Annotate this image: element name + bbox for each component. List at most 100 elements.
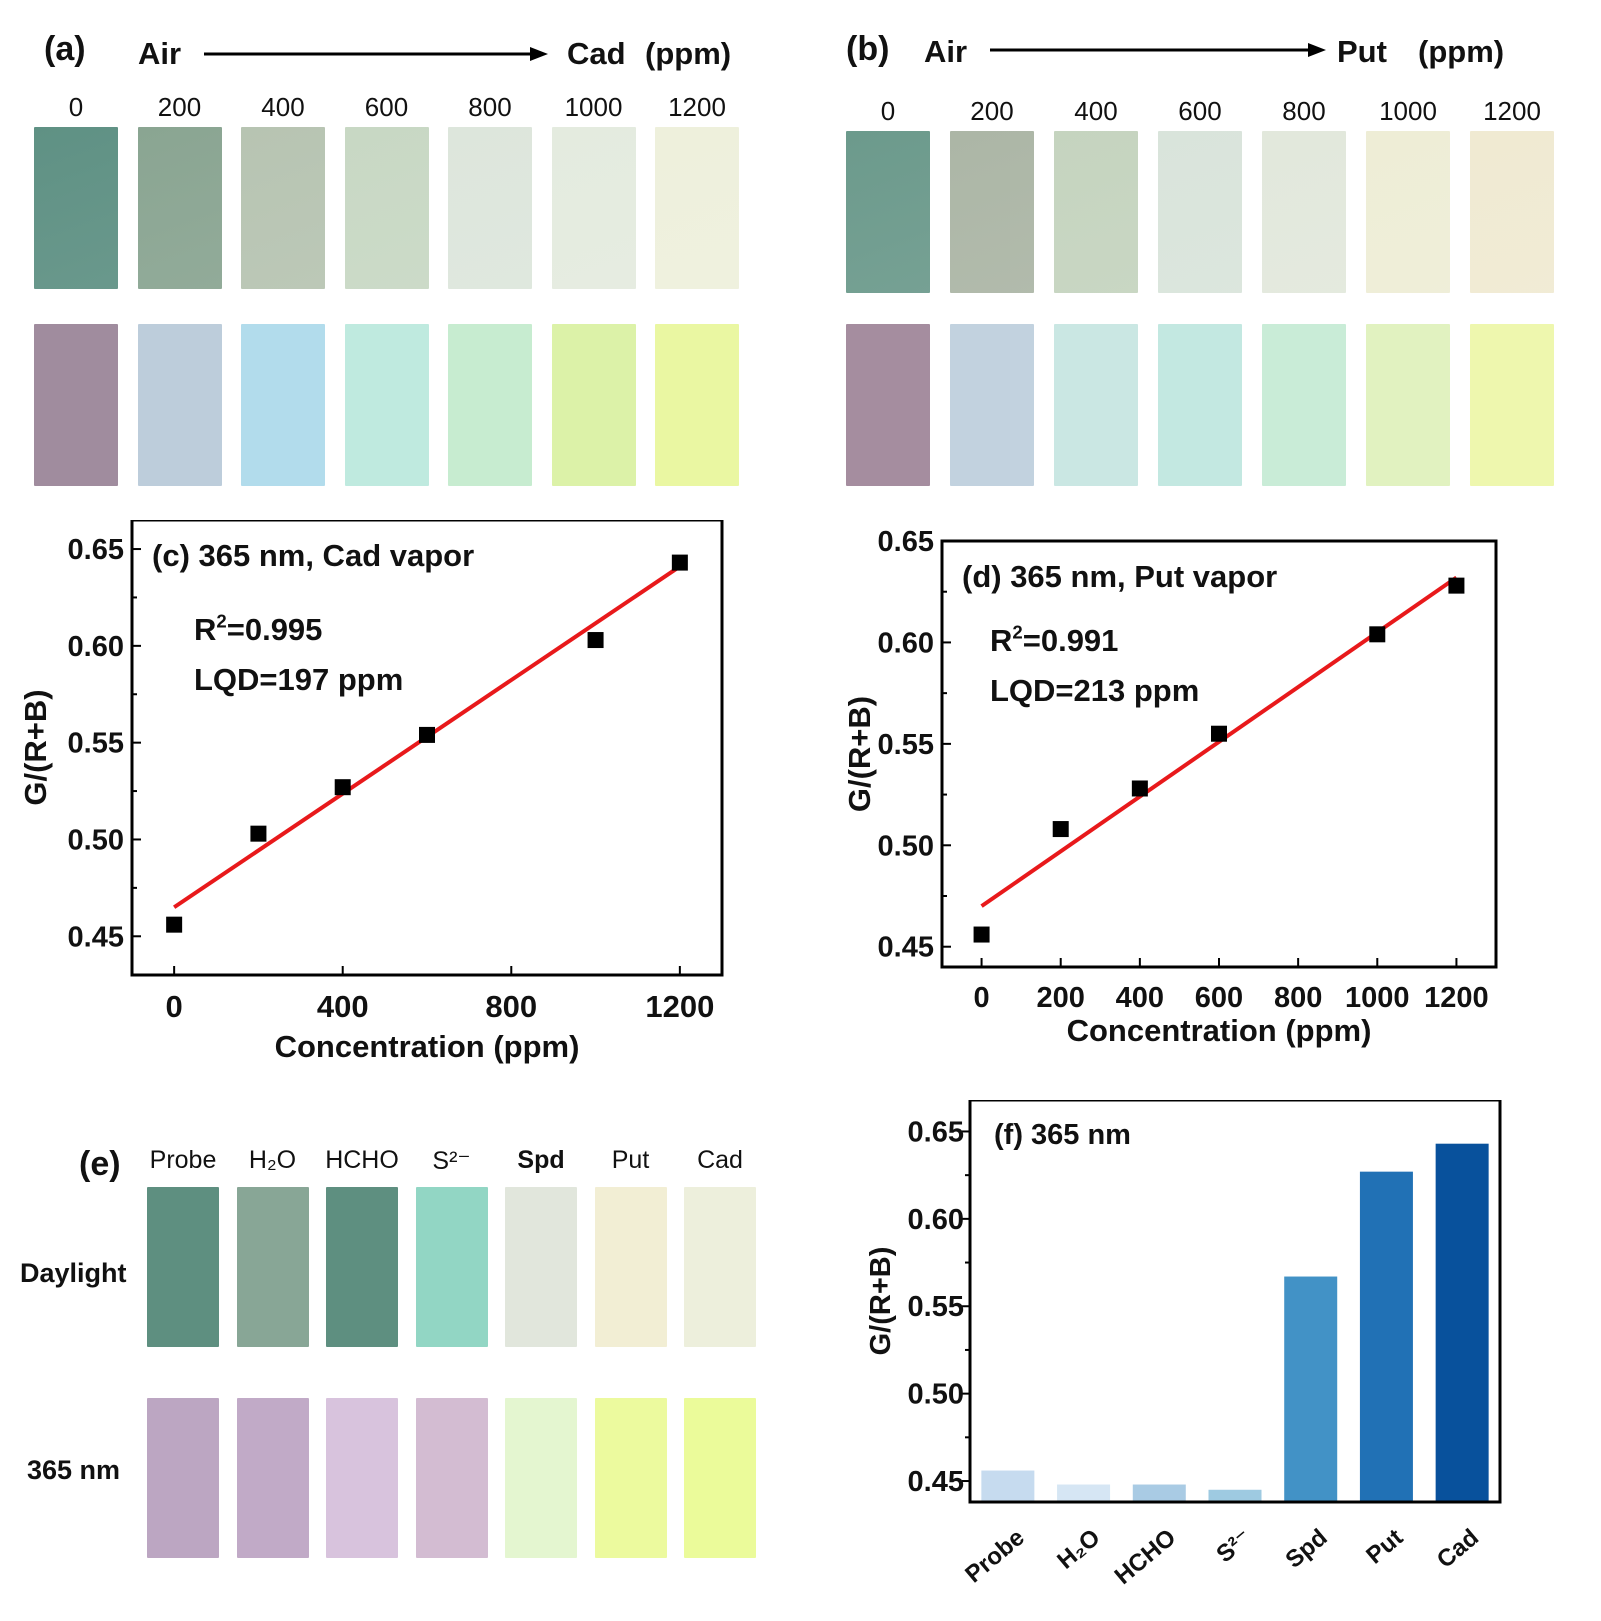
lqd-label: LQD=197 ppm [194,662,403,697]
uv-strip [950,324,1034,486]
uv-strip [147,1398,219,1558]
daylight-strip [684,1187,756,1347]
chart-title: (c) 365 nm, Cad vapor [152,538,474,573]
concentration-label: 1000 [1379,96,1437,126]
uv-strip [655,324,739,486]
panel-a-to-label: Cad [567,36,626,71]
data-point [250,825,267,842]
data-point [1448,577,1465,594]
y-tick-label: 0.65 [68,534,124,566]
concentration-label: 1200 [1483,96,1541,126]
y-axis-label: G/(R+B) [865,1247,897,1356]
daylight-strip [505,1187,577,1347]
daylight-strip [950,131,1034,293]
x-tick-label: HCHO [1110,1524,1181,1590]
y-tick-label: 0.45 [68,921,124,953]
sample-label: Spd [517,1146,565,1174]
panel-a-from-label: Air [138,36,182,71]
chart-f: Probe H₂O HCHO S²⁻ Spd Put Cad 0.45 0.50 0.55 0.60… [865,1100,1502,1590]
uv-strip [448,324,532,486]
x-tick-label: 400 [1116,982,1164,1014]
concentration-label: 800 [1282,96,1326,126]
data-point [587,632,604,649]
y-tick-label: 0.50 [68,824,124,856]
uv-strip [1158,324,1242,486]
panel-a-letter: (a) [44,30,86,68]
x-tick-label: 800 [1274,982,1322,1014]
uv-strip [551,324,636,486]
concentration-label: 600 [364,92,409,122]
plot-frame [130,520,724,977]
y-axis-label: G/(R+B) [842,696,877,812]
sample-label: H₂O [248,1146,297,1174]
uv-strip [846,324,930,486]
data-point [1052,821,1069,838]
data-point [1369,626,1386,643]
x-tick-label: 600 [1195,982,1243,1014]
sample-label: S²⁻ [432,1147,471,1175]
chart-title: (d) 365 nm, Put vapor [962,559,1277,594]
bar [1208,1489,1262,1502]
x-tick-label: 200 [1037,982,1085,1014]
uv-strip [684,1398,756,1558]
panel-b-unit-label: (ppm) [1418,34,1505,69]
daylight-strip [1366,131,1450,293]
data-point [334,779,351,796]
concentration-label: 400 [1074,96,1118,126]
panel-b-letter: (b) [846,30,890,68]
uv-strip [1366,324,1450,486]
y-tick-label: 0.55 [68,728,124,760]
daylight-strip [1054,131,1138,293]
daylight-strip [1262,131,1346,293]
concentration-label: 200 [157,92,202,122]
x-tick-label: 1000 [1345,982,1410,1014]
daylight-strip [415,1187,488,1347]
x-tick-label: Put [1361,1524,1408,1570]
x-tick-label: Spd [1280,1524,1332,1574]
uv-strip [415,1398,488,1558]
data-point [1211,725,1227,742]
x-tick-label: Cad [1432,1524,1484,1574]
panel-a-unit-label: (ppm) [645,36,732,71]
panel-b-to-label: Put [1337,34,1387,69]
row-label-365nm: 365 nm [27,1455,121,1485]
uv-strip [505,1398,577,1558]
chart-title: (f) 365 nm [994,1119,1131,1151]
data-point [1131,780,1148,797]
daylight-strip [594,1187,667,1347]
panel-e-letter: (e) [79,1145,121,1183]
x-tick-label: 0 [166,989,183,1024]
x-tick-label: H₂O [1052,1524,1105,1575]
sample-label: HCHO [325,1146,399,1174]
y-tick-label: 0.50 [908,1379,964,1411]
sample-label: Put [611,1146,650,1174]
x-tick-label: 800 [485,989,537,1024]
y-tick-label: 0.65 [908,1116,964,1148]
x-tick-label: S²⁻ [1211,1524,1256,1568]
concentration-label: 0 [68,92,84,122]
daylight-strip [241,127,325,289]
uv-strip [137,324,222,486]
panel-b-from-label: Air [924,34,968,69]
uv-strip [241,324,325,486]
y-tick-label: 0.45 [908,1466,964,1498]
daylight-strip [326,1187,398,1347]
x-tick-label: 1200 [1424,982,1489,1014]
r-squared-label: R2=0.995 [194,611,322,647]
uv-strip [344,324,429,486]
panel-a-arrow [204,47,548,61]
y-tick-label: 0.60 [878,627,934,659]
x-axis-label: Concentration (ppm) [275,1029,580,1064]
concentration-label: 600 [1178,96,1222,126]
chart-d: 0.45 0.50 0.55 0.60 0.65 0 200 400 600 800 1000 120… [842,526,1498,1048]
daylight-strip [137,127,222,289]
concentration-label: 0 [880,96,896,126]
y-tick-label: 0.65 [878,526,934,558]
concentration-label: 1000 [564,92,623,122]
daylight-strip [448,127,532,289]
bar [1132,1484,1186,1502]
x-tick-label: Probe [960,1524,1029,1588]
y-tick-label: 0.55 [878,729,934,761]
uv-strip [1054,324,1138,486]
bar [1435,1143,1489,1502]
